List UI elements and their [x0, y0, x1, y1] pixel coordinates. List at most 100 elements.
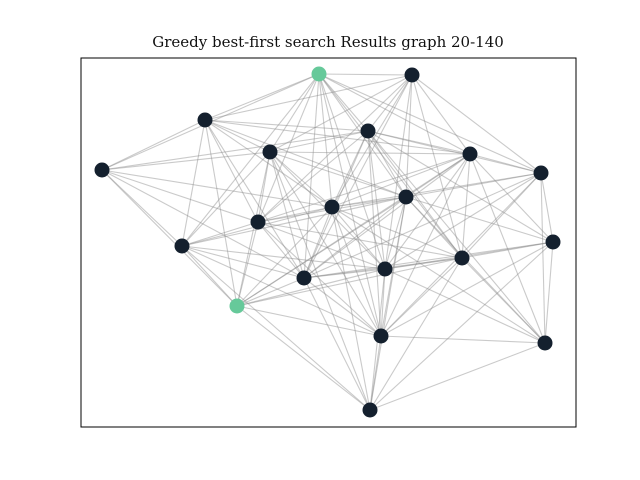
graph-edge — [303, 268, 386, 279]
graph-edge — [331, 130, 369, 208]
graph-edge — [236, 206, 333, 307]
graph-edge — [181, 119, 206, 247]
graph-edge — [367, 130, 463, 259]
graph-edge — [181, 221, 259, 247]
graph-edge — [257, 151, 271, 223]
graph-edge — [461, 241, 554, 259]
highlighted-node — [229, 298, 245, 314]
graph-edge — [331, 206, 382, 337]
graph-edge — [257, 74, 413, 223]
graph-node — [404, 67, 420, 83]
graph-edge — [269, 73, 320, 153]
graph-edge — [331, 206, 463, 259]
graph-edge — [303, 206, 333, 279]
graph-edge — [204, 119, 407, 198]
graph-edge — [236, 151, 271, 307]
graph-node — [462, 146, 478, 162]
graph-edge — [303, 172, 542, 279]
graph-edge — [181, 245, 371, 411]
graph-edge — [303, 241, 554, 279]
graph-edge — [181, 245, 386, 270]
graph-edge — [204, 119, 271, 153]
graph-edge — [257, 130, 369, 223]
graph-edge — [257, 221, 382, 337]
graph-edge — [101, 169, 259, 223]
graph-edge — [367, 130, 542, 174]
graph-edge — [367, 130, 554, 243]
graph-edge — [257, 73, 320, 223]
graph-edge — [204, 73, 320, 121]
graph-edge — [204, 119, 333, 208]
graph-edge — [318, 73, 413, 76]
graph-edge — [405, 153, 471, 198]
graph-edge — [318, 73, 333, 208]
graph-edge — [540, 172, 546, 344]
graph-edge — [369, 196, 407, 411]
graph-edge — [367, 130, 382, 337]
graph-edge — [101, 151, 271, 171]
graph-edge — [101, 169, 305, 279]
graph-edge — [236, 196, 407, 307]
graph-edge — [331, 153, 471, 208]
graph-edge — [181, 245, 305, 279]
graph-edge — [181, 245, 238, 307]
graph-node — [324, 199, 340, 215]
graph-edge — [204, 119, 471, 155]
graph-edge — [369, 257, 463, 411]
graph-edge — [204, 74, 413, 121]
graph-node — [537, 335, 553, 351]
graph-node — [373, 328, 389, 344]
graph-edge — [236, 257, 463, 307]
edges-layer — [101, 73, 554, 411]
graph-edge — [101, 169, 238, 307]
graph-node — [454, 250, 470, 266]
graph-edge — [405, 196, 554, 243]
graph-edge — [367, 130, 407, 198]
graph-node — [545, 234, 561, 250]
graph-edge — [411, 74, 471, 155]
graph-edge — [331, 172, 542, 208]
graph-edge — [544, 241, 554, 344]
graph-edge — [204, 119, 305, 279]
graph-edge — [380, 241, 554, 337]
graph-edge — [204, 119, 238, 307]
graph-edge — [318, 73, 463, 259]
graph-edge — [269, 151, 305, 279]
graph-edge — [540, 172, 554, 243]
nodes-layer — [94, 66, 561, 418]
graph-edge — [369, 335, 382, 411]
graph-node — [362, 402, 378, 418]
graph-edge — [318, 73, 386, 270]
graph-node — [398, 189, 414, 205]
graph-edge — [331, 206, 386, 270]
graph-edge — [318, 73, 382, 337]
graph-edge — [461, 172, 542, 259]
graph-edge — [303, 277, 382, 337]
graph-edge — [405, 196, 546, 344]
graph-edge — [380, 268, 386, 337]
highlighted-node — [311, 66, 327, 82]
graph-edge — [367, 130, 386, 270]
graph-edge — [236, 305, 371, 411]
graph-edge — [101, 169, 333, 208]
graph-edge — [181, 245, 382, 337]
graph-node — [197, 112, 213, 128]
graph-edge — [405, 74, 413, 198]
graph-edge — [303, 196, 407, 279]
graph-edge — [384, 74, 413, 270]
graph-node — [296, 270, 312, 286]
graph-node — [262, 144, 278, 160]
graph-edge — [101, 119, 206, 171]
graph-edge — [269, 151, 371, 411]
graph-edge — [204, 119, 369, 132]
graph-edge — [461, 153, 471, 259]
graph-edge — [236, 305, 382, 337]
graph-node — [250, 214, 266, 230]
graph-edge — [369, 241, 554, 411]
graph-edge — [469, 153, 554, 243]
graph-edge — [384, 268, 546, 344]
graph-node — [377, 261, 393, 277]
graph-edge — [380, 153, 471, 337]
graph-edge — [269, 151, 333, 208]
